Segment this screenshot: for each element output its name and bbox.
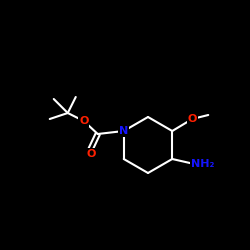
Text: O: O (79, 116, 88, 126)
Text: O: O (188, 114, 197, 124)
Text: N: N (119, 126, 128, 136)
Text: NH₂: NH₂ (190, 159, 214, 169)
Text: O: O (86, 149, 96, 159)
